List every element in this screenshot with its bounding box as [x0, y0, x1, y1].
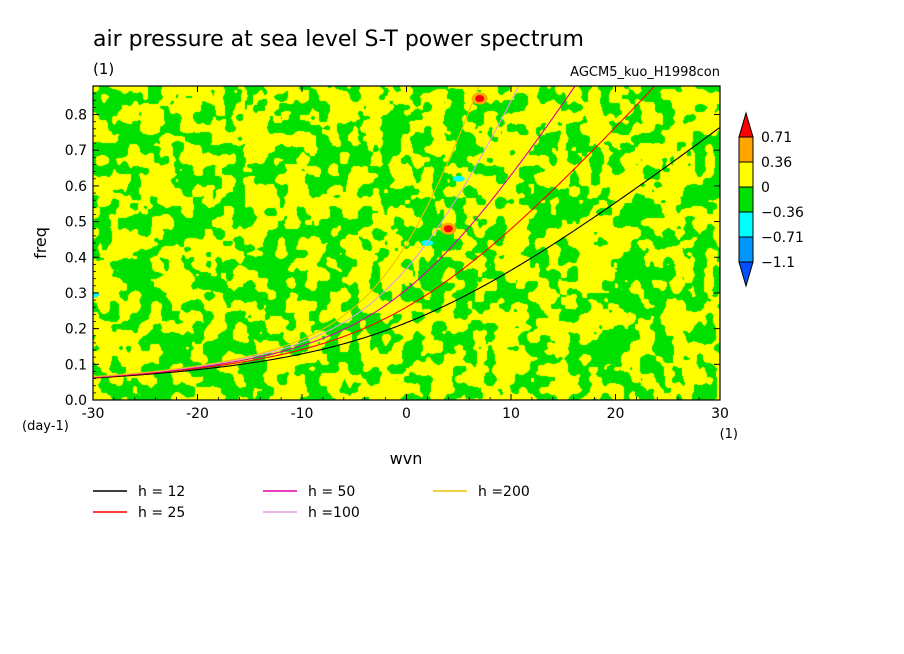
x-axis: -30 -20 -10 0 10 20 30 [82, 86, 729, 422]
x-tick-label: 30 [711, 406, 729, 422]
model-label: AGCM5_kuo_H1998con [570, 65, 720, 80]
y-tick-label: 0.7 [65, 143, 87, 159]
y-axis-label: freq [31, 227, 50, 259]
x-tick-label: 20 [607, 406, 625, 422]
plot-area [93, 86, 720, 400]
colorbar-segment [738, 161, 754, 188]
colorbar-segment [738, 136, 754, 163]
colorbar-label: −0.36 [761, 205, 804, 221]
x-tick-label: 0 [402, 406, 411, 422]
colorbar-segment [738, 236, 754, 263]
highlight-spot-2 [452, 175, 465, 182]
curve-h25 [93, 86, 656, 379]
curve-h200 [93, 86, 480, 378]
colorbar-label: 0.71 [761, 130, 792, 146]
colorbar-label: −1.1 [761, 255, 795, 271]
legend-label: h =200 [478, 484, 530, 500]
y-axis-unit: (day-1) [22, 419, 69, 434]
x-axis-unit: (1) [720, 427, 738, 442]
dispersion-curves [93, 86, 720, 379]
y-tick-label: 0.1 [65, 357, 87, 373]
highlight-core-0 [443, 225, 453, 233]
y-tick-label: 0.0 [65, 393, 87, 409]
legend-label: h = 25 [138, 505, 185, 521]
x-tick-label: 10 [502, 406, 520, 422]
colorbar-bottom-arrow [738, 261, 754, 288]
y-tick-label: 0.5 [65, 215, 87, 231]
y-tick-label: 0.2 [65, 322, 87, 338]
y-tick-label: 0.3 [65, 286, 87, 302]
colorbar: 0.71 0.36 0 −0.36 −0.71 −1.1 [738, 111, 804, 288]
curve-h12 [93, 126, 720, 379]
y-tick-label: 0.4 [65, 250, 87, 266]
colorbar-label: 0 [761, 180, 770, 196]
legend-label: h = 12 [138, 484, 185, 500]
y-tick-label: 0.6 [65, 179, 87, 195]
legend-label: h =100 [308, 505, 360, 521]
x-tick-label: -30 [82, 406, 105, 422]
x-axis-label: wvn [390, 449, 423, 468]
curve-h50 [93, 86, 576, 378]
colorbar-top-arrow [738, 111, 754, 138]
chart-title-unit: (1) [93, 60, 114, 78]
legend: h = 12 h = 25 h = 50 h =100 h =200 [93, 484, 530, 521]
x-tick-label: -20 [186, 406, 209, 422]
highlight-core-1 [475, 94, 485, 102]
colorbar-segment [738, 186, 754, 213]
colorbar-segment [738, 211, 754, 238]
y-axis: 0.0 0.1 0.2 0.3 0.4 0.5 0.6 0.7 0.8 [65, 92, 720, 409]
y-tick-label: 0.8 [65, 108, 87, 124]
colorbar-label: −0.71 [761, 230, 804, 246]
legend-label: h = 50 [308, 484, 355, 500]
colorbar-label: 0.36 [761, 155, 792, 171]
chart-title: air pressure at sea level S-T power spec… [93, 27, 584, 52]
x-tick-label: -10 [291, 406, 314, 422]
